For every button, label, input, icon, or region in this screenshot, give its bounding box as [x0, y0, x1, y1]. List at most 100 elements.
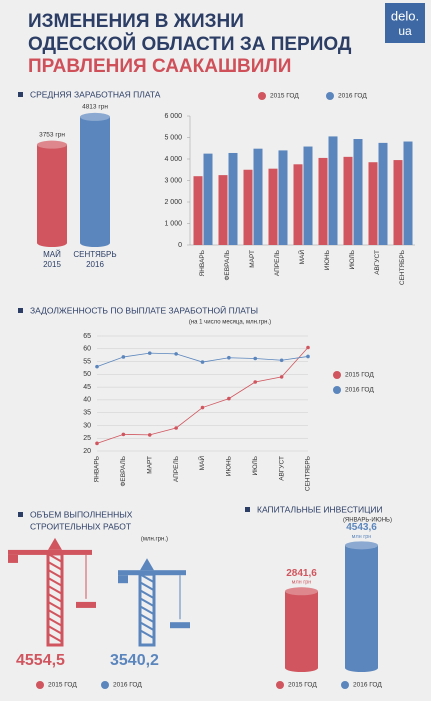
x-tick-label: ИЮЛЬ [349, 250, 356, 269]
legend-marker [341, 681, 349, 689]
cylinder-top-shine [37, 140, 67, 149]
x-tick-label: АПРЕЛЬ [274, 250, 281, 276]
legend-label: 2016 ГОД [345, 387, 374, 394]
crane-lattice [47, 625, 63, 635]
bar [268, 168, 278, 245]
legend-label: 2015 ГОД [345, 372, 374, 379]
bar [228, 152, 238, 245]
bar [318, 157, 328, 245]
y-tick-label: 25 [83, 435, 91, 442]
point [200, 405, 205, 410]
x-tick-label: МАЙ [197, 456, 206, 471]
section-title: СРЕДНЯЯ ЗАРАБОТНАЯ ПЛАТА [30, 89, 161, 99]
crane-lattice [47, 553, 63, 563]
x-tick-label: АВГУСТ [278, 456, 285, 481]
point [121, 432, 126, 437]
crane-lattice [47, 577, 63, 587]
crane-lattice [139, 621, 155, 632]
y-tick-label: 2 000 [164, 199, 182, 206]
cylinder-top [37, 140, 67, 149]
bar [193, 176, 203, 245]
point [95, 364, 99, 369]
section-title: КАПИТАЛЬНЫЕ ИНВЕСТИЦИИ [257, 504, 383, 514]
unit-label: млн грн [352, 534, 372, 540]
category-label: СЕНТЯБРЬ [73, 250, 116, 259]
category-label: МАЙ [43, 250, 61, 259]
x-tick-label: АВГУСТ [374, 250, 381, 275]
bar [353, 139, 363, 245]
point [253, 380, 258, 384]
logo: ua [398, 24, 412, 38]
crane-lattice [47, 617, 63, 627]
x-tick-label: ФЕВРАЛЬ [120, 456, 127, 487]
y-tick-label: 0 [178, 242, 182, 249]
y-tick-label: 4 000 [164, 156, 182, 163]
subtitle: (на 1 число месяца, млн.грн.) [189, 320, 271, 326]
bullet [18, 512, 23, 517]
crane-lattice [47, 585, 63, 595]
logo-box [385, 3, 425, 43]
legend-label: 2016 ГОД [353, 682, 382, 689]
value-label: 2841,6 [286, 568, 317, 579]
bullet [245, 507, 250, 512]
point [200, 360, 205, 364]
point [174, 352, 178, 356]
y-tick-label: 6 000 [164, 113, 182, 120]
crane-load [76, 601, 96, 608]
x-tick-label: ИЮНЬ [226, 456, 233, 476]
x-tick-label: МАЙ [297, 250, 306, 265]
crane-lattice [139, 589, 155, 600]
point [279, 375, 284, 379]
cylinder-top [285, 587, 318, 596]
x-tick-label: ИЮЛЬ [252, 456, 259, 475]
bar [393, 160, 403, 245]
point [121, 355, 126, 359]
crane-lattice [139, 629, 155, 640]
cylinder-body [345, 545, 378, 668]
cylinder-top [345, 541, 378, 550]
x-tick-label: СЕНТЯБРЬ [305, 456, 312, 491]
value-label: 3540,2 [110, 652, 159, 669]
crane-lattice [47, 593, 63, 603]
bar [303, 146, 313, 245]
bar [218, 175, 228, 245]
crane-counterweight [118, 575, 128, 584]
legend-marker [258, 92, 266, 100]
y-tick-label: 50 [83, 371, 91, 378]
crane-lattice [47, 561, 63, 571]
crane-jib [118, 570, 186, 576]
y-tick-label: 55 [83, 358, 91, 365]
section-title: ЗАДОЛЖЕННОСТЬ ПО ВЫПЛАТЕ ЗАРАБОТНОЙ ПЛАТ… [30, 304, 258, 315]
crane-lattice [47, 609, 63, 619]
bar [368, 162, 378, 245]
cylinder-body [285, 591, 318, 668]
y-tick-label: 40 [83, 397, 91, 404]
bar [278, 150, 288, 245]
crane-lattice [139, 597, 155, 608]
y-tick-label: 30 [83, 422, 91, 429]
legend-marker [333, 371, 341, 379]
legend-marker [333, 386, 341, 394]
crane-lattice [139, 573, 155, 584]
crane-peak [48, 537, 62, 550]
title-line: ПРАВЛЕНИЯ СААКАШВИЛИ [28, 56, 291, 77]
section-title: ОБЪЕМ ВЫПОЛНЕННЫХ [30, 509, 133, 519]
crane-lattice [47, 601, 63, 611]
legend-label: 2016 ГОД [113, 682, 142, 689]
point [253, 356, 258, 361]
legend-marker [276, 681, 284, 689]
title-line: ИЗМЕНЕНИЯ В ЖИЗНИ [28, 11, 244, 32]
bar [253, 148, 263, 245]
legend-marker [326, 92, 334, 100]
cylinder-top [80, 112, 110, 121]
bullet [18, 92, 23, 97]
cylinder-top-shine [285, 587, 318, 596]
y-tick-label: 60 [83, 346, 91, 353]
x-tick-label: ЯНВАРЬ [199, 250, 206, 276]
bar [243, 169, 253, 245]
y-tick-label: 20 [83, 448, 91, 455]
point [147, 433, 152, 437]
point [279, 358, 284, 363]
crane-lattice [139, 613, 155, 624]
